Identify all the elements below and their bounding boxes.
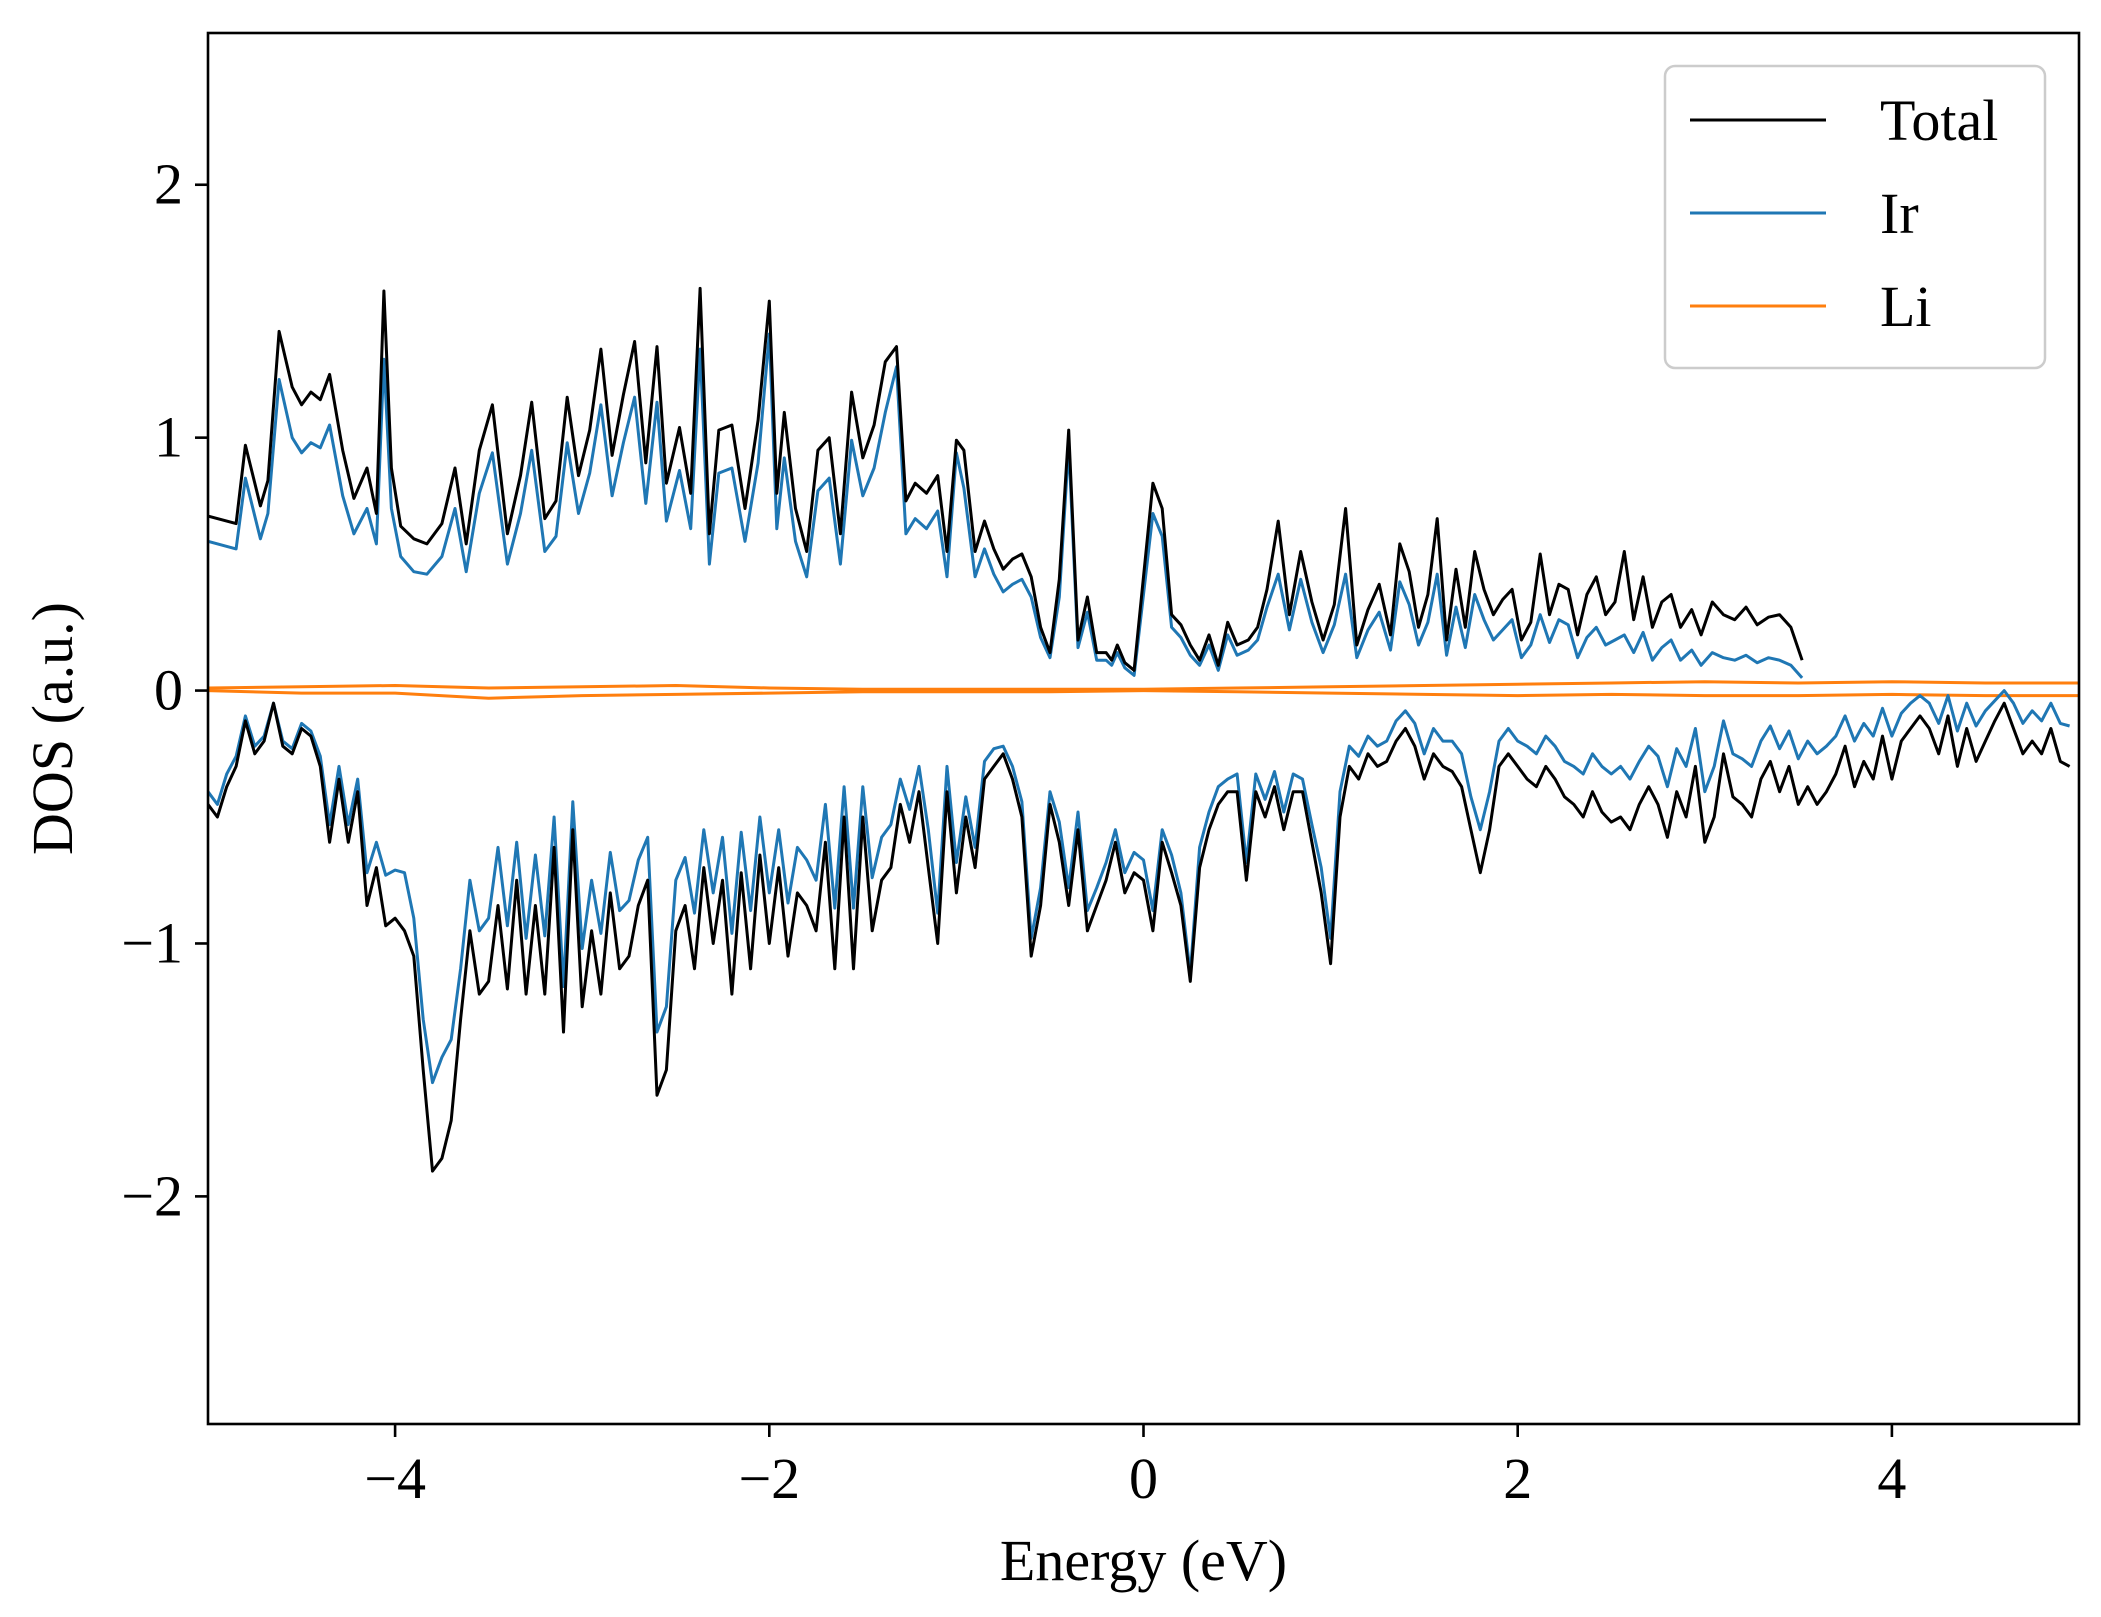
legend: Total Ir Li bbox=[1663, 64, 2047, 370]
x-tick-label: −4 bbox=[364, 1446, 426, 1511]
series-line-ir-down bbox=[208, 689, 2071, 1085]
y-tick-label: 1 bbox=[154, 405, 183, 470]
series-lines bbox=[208, 286, 2079, 1173]
legend-label-li: Li bbox=[1880, 274, 1932, 339]
x-tick-label: 0 bbox=[1129, 1446, 1158, 1511]
series-line-total-down bbox=[208, 701, 2071, 1173]
x-axis-label: Energy (eV) bbox=[1000, 1528, 1287, 1593]
series-line-total-up bbox=[208, 286, 1804, 672]
axis-ticks: −4 −2 0 2 4 −2 −1 0 1 2 bbox=[121, 152, 1906, 1511]
y-tick-label: −2 bbox=[121, 1163, 183, 1228]
x-tick-label: −2 bbox=[738, 1446, 800, 1511]
x-tick-label: 4 bbox=[1877, 1446, 1906, 1511]
legend-box bbox=[1663, 64, 2047, 370]
series-line-li-down bbox=[208, 689, 2079, 700]
y-tick-label: −1 bbox=[121, 910, 183, 975]
legend-label-total: Total bbox=[1880, 88, 1998, 153]
y-tick-label: 2 bbox=[154, 152, 183, 217]
y-axis-label: DOS (a.u.) bbox=[20, 602, 85, 855]
x-tick-label: 2 bbox=[1503, 1446, 1532, 1511]
y-tick-label: 0 bbox=[154, 658, 183, 723]
legend-label-ir: Ir bbox=[1880, 181, 1919, 246]
